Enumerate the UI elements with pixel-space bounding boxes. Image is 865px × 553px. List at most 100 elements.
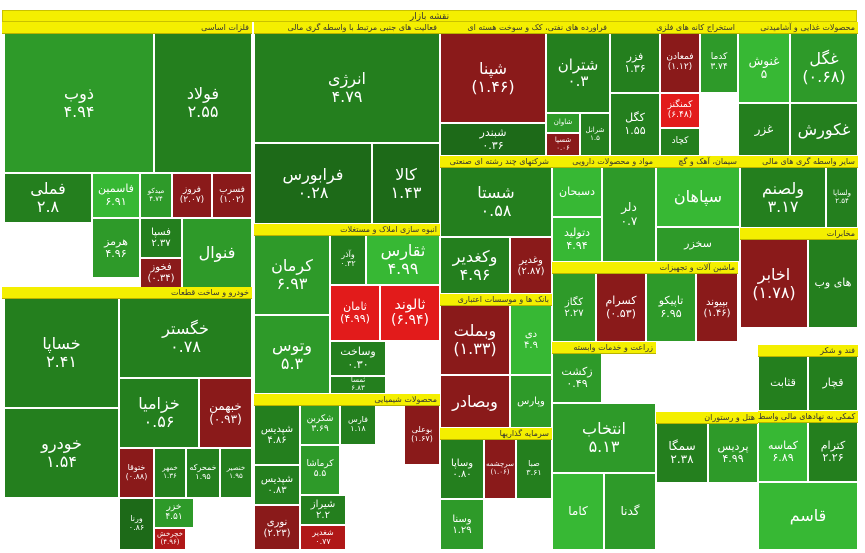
stock-tile[interactable]: فزر ۱.۳۶: [610, 33, 660, 93]
stock-tile[interactable]: کگل ۱.۵۵: [610, 93, 660, 156]
stock-tile[interactable]: ثامان (۴.۹۹): [330, 285, 380, 341]
stock-tile[interactable]: وتوس ۵.۳: [254, 315, 330, 394]
stock-tile[interactable]: گدنا: [604, 473, 656, 550]
stock-tile[interactable]: فسرب (۱.۰۲): [212, 173, 252, 218]
stock-tile[interactable]: ثقارس ۴.۹۹: [366, 235, 440, 285]
stock-tile[interactable]: شستا ۰.۵۸: [440, 167, 552, 237]
stock-tile[interactable]: اخابر (۱.۷۸): [740, 239, 808, 328]
stock-tile[interactable]: سخزر: [656, 227, 740, 262]
stock-tile[interactable]: قاسم: [758, 482, 858, 550]
stock-tile[interactable]: ولصنم ۳.۱۷: [740, 167, 826, 228]
stock-tile[interactable]: ثالوند (۶.۹۴): [380, 285, 440, 341]
stock-tile[interactable]: فارس ۱.۱۸: [340, 405, 376, 445]
sector-s5: غنوش ۵ غگل (۰.۶۸) غزر غکورش محصولات غذایی و آش…: [738, 22, 858, 156]
stock-tile[interactable]: شپنا (۱.۴۶): [440, 33, 546, 123]
stock-tile[interactable]: وساپا ۰.۸۰: [440, 439, 484, 499]
stock-tile[interactable]: فخوز (۰.۳۴): [140, 258, 182, 288]
stock-tile[interactable]: زکشت ۰.۴۹: [552, 353, 602, 403]
stock-tile[interactable]: وپارس: [510, 375, 552, 428]
stock-tile[interactable]: پردیس ۴.۹۹: [708, 423, 758, 483]
stock-tile[interactable]: غگل (۰.۶۸): [790, 33, 858, 103]
stock-tile[interactable]: شرانل ۱.۵: [580, 113, 610, 156]
stock-tile[interactable]: ختوقا (۰.۸۸): [119, 448, 154, 498]
stock-tile[interactable]: شتران ۰.۳: [546, 33, 610, 113]
stock-tile[interactable]: فنوال: [182, 218, 252, 288]
stock-tile[interactable]: وبصادر: [440, 375, 510, 428]
stock-tile[interactable]: خبهمن (۰.۹۳): [199, 378, 252, 448]
stock-tile[interactable]: ثمسا ۶.۸۳: [330, 376, 386, 394]
stock-tile[interactable]: وبملت (۱.۳۳): [440, 305, 510, 375]
stock-tile[interactable]: شبندر ۰.۳۶: [440, 123, 546, 156]
stock-tile[interactable]: وسنا ۱.۲۹: [440, 499, 484, 550]
stock-tile[interactable]: صبا ۳.۶۱: [516, 439, 552, 499]
stock-tile[interactable]: غزر: [738, 103, 790, 156]
stock-tile[interactable]: خنصیر ۱.۹۵: [220, 448, 252, 498]
stock-tile[interactable]: فرابورس ۰.۲۸: [254, 143, 372, 224]
stock-tile[interactable]: دلر ۰.۷: [602, 167, 656, 262]
stock-symbol: فاسمین: [98, 182, 134, 196]
stock-tile[interactable]: کرمان ۶.۹۳: [254, 235, 330, 315]
stock-tile[interactable]: بوعلی (۱.۶۷): [404, 405, 440, 465]
stock-tile[interactable]: کاما: [552, 473, 604, 550]
stock-symbol: کرماشا: [306, 459, 334, 470]
stock-tile[interactable]: کمنگنز (۶.۴۸): [660, 93, 700, 128]
stock-symbol: ذوب: [64, 84, 94, 104]
stock-tile[interactable]: فملی ۲.۸: [4, 173, 92, 223]
stock-tile[interactable]: ولساپا ۲.۵۴: [826, 167, 858, 228]
stock-tile[interactable]: سرچشمه (۱.۰۶): [484, 439, 516, 499]
stock-tile[interactable]: فروز (۲.۰۷): [172, 173, 212, 218]
stock-tile[interactable]: بپیوند (۱.۴۶): [696, 273, 738, 342]
stock-tile[interactable]: شغدیر ۰.۷۷: [300, 525, 346, 550]
stock-tile[interactable]: فسپا ۲.۳۷: [140, 218, 182, 258]
stock-tile[interactable]: کدما ۳.۷۴: [700, 33, 738, 93]
stock-tile[interactable]: سمگا ۲.۳۸: [656, 423, 708, 483]
stock-tile[interactable]: شیراز ۲.۲: [300, 495, 346, 525]
stock-tile[interactable]: خمحرکه ۱.۹۵: [186, 448, 220, 498]
stock-tile[interactable]: وکغدیر ۴.۹۶: [440, 237, 510, 294]
stock-tile[interactable]: خگستر ۰.۷۸: [119, 298, 252, 378]
stock-tile[interactable]: قثابت: [758, 356, 808, 411]
stock-tile[interactable]: خزامیا ۰.۵۶: [119, 378, 199, 448]
stock-tile[interactable]: فولاد ۲.۵۵: [154, 33, 252, 173]
stock-tile[interactable]: ورنا ۰.۸۶: [119, 498, 154, 550]
stock-tile[interactable]: کترام ۲.۲۶: [808, 422, 858, 482]
stock-tile[interactable]: سپاهان: [656, 167, 740, 227]
stock-tile[interactable]: وغدیر (۲.۸۷): [510, 237, 552, 294]
stock-tile[interactable]: هرمز ۴.۹۶: [92, 218, 140, 278]
stock-tile[interactable]: دی ۴.۹: [510, 305, 552, 375]
stock-tile[interactable]: نوری (۲.۲۳): [254, 505, 300, 550]
stock-tile[interactable]: انتخاب ۵.۱۳: [552, 403, 656, 473]
stock-tile[interactable]: کالا ۱.۴۳: [372, 143, 440, 224]
stock-tile[interactable]: خمهر ۱.۳۶: [154, 448, 186, 498]
stock-tile[interactable]: خودرو ۱.۵۴: [4, 408, 119, 498]
stock-tile[interactable]: غکورش: [790, 103, 858, 156]
stock-symbol: تاپیکو: [658, 294, 684, 308]
stock-tile[interactable]: میدکو ۴.۷۴: [140, 173, 172, 218]
stock-tile[interactable]: خساپا ۲.۴۱: [4, 298, 119, 408]
stock-tile[interactable]: فمعادن (۱.۱۲): [660, 33, 700, 93]
stock-tile[interactable]: شسپا ۰.۰۶: [546, 133, 580, 156]
stock-tile[interactable]: کچاد: [660, 128, 700, 156]
stock-tile[interactable]: دسبحان: [552, 167, 602, 217]
stock-tile[interactable]: های وب: [808, 239, 858, 328]
stock-tile[interactable]: تاپیکو ۶.۹۵: [646, 273, 696, 342]
stock-tile[interactable]: خزر ۴.۵۱: [154, 498, 194, 528]
stock-tile[interactable]: فاسمین ۶.۹۱: [92, 173, 140, 218]
stock-tile[interactable]: شکربن ۳.۶۹: [300, 405, 340, 445]
stock-tile[interactable]: کگاز ۲.۲۷: [552, 273, 596, 342]
stock-tile[interactable]: کرماشا ۵.۵: [300, 445, 340, 495]
stock-tile[interactable]: شپدیس ۰.۸۳: [254, 465, 300, 505]
stock-tile[interactable]: کسرام (۰.۵۳): [596, 273, 646, 342]
stock-tile[interactable]: ذوب ۴.۹۴: [4, 33, 154, 173]
stock-tile[interactable]: غنوش ۵: [738, 33, 790, 103]
stock-tile[interactable]: وآذر ۰.۳۲: [330, 235, 366, 285]
stock-tile[interactable]: شاوان: [546, 113, 580, 133]
stock-tile[interactable]: شپدیس ۴.۸۶: [254, 405, 300, 465]
stock-tile[interactable]: قچار: [808, 356, 858, 411]
stock-tile[interactable]: دتولید ۴.۹۴: [552, 217, 602, 262]
stock-tile[interactable]: وساخت ۰.۳۰: [330, 341, 386, 376]
sector-s17: وساپا ۰.۸۰ سرچشمه (۱.۰۶) صبا ۳.۶۱ وسنا ۱.۲۹ سرما…: [440, 428, 552, 550]
stock-tile[interactable]: انرژی ۴.۷۹: [254, 33, 440, 143]
stock-tile[interactable]: کماسه ۶.۸۹: [758, 422, 808, 482]
stock-tile[interactable]: خچرخش (۴.۹۶): [154, 528, 186, 550]
